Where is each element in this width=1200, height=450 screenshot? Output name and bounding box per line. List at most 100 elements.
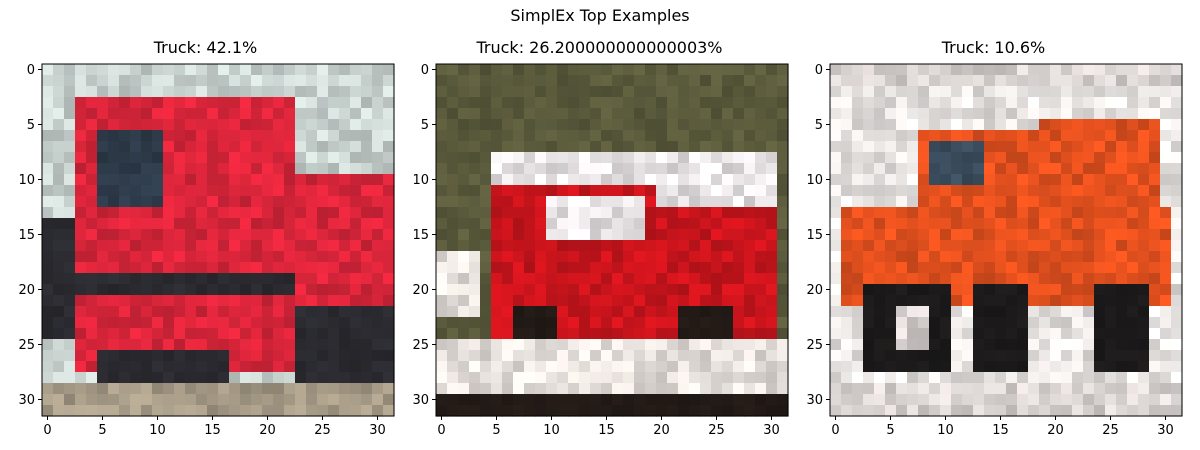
image-pixel (251, 383, 263, 395)
image-pixel (755, 284, 767, 296)
image-pixel (513, 229, 525, 241)
image-pixel (645, 284, 657, 296)
image-pixel (1171, 229, 1183, 241)
image-pixel (744, 130, 756, 142)
image-pixel (152, 251, 164, 263)
image-pixel (86, 218, 98, 230)
image-pixel (667, 350, 679, 362)
image-pixel (667, 218, 679, 230)
image-pixel (108, 86, 120, 98)
image-pixel (306, 284, 318, 296)
image-pixel (491, 196, 503, 208)
image-pixel (744, 185, 756, 197)
image-pixel (733, 174, 745, 186)
image-pixel (863, 339, 875, 351)
image-pixel (1050, 141, 1062, 153)
x-tick-label: 30 (763, 423, 780, 438)
image-pixel (262, 306, 274, 318)
image-pixel (667, 163, 679, 175)
image-pixel (339, 174, 351, 186)
image-pixel (995, 383, 1007, 395)
image-pixel (1061, 306, 1073, 318)
image-pixel (53, 383, 65, 395)
image-pixel (141, 394, 153, 406)
image-pixel (328, 218, 340, 230)
image-pixel (350, 317, 362, 329)
image-pixel (896, 306, 908, 318)
image-pixel (535, 339, 547, 351)
image-pixel (700, 251, 712, 263)
image-pixel (722, 251, 734, 263)
image-pixel (711, 328, 723, 340)
image-pixel (284, 240, 296, 252)
image-pixel (436, 328, 448, 340)
image-pixel (141, 163, 153, 175)
image-pixel (722, 339, 734, 351)
image-pixel (502, 372, 514, 384)
image-pixel (350, 119, 362, 131)
image-pixel (612, 240, 624, 252)
image-pixel (273, 306, 285, 318)
image-pixel (152, 372, 164, 384)
image-pixel (744, 229, 756, 241)
image-pixel (601, 405, 613, 417)
image-pixel (383, 86, 395, 98)
image-pixel (557, 163, 569, 175)
image-pixel (929, 350, 941, 362)
image-pixel (469, 86, 481, 98)
image-pixel (196, 152, 208, 164)
image-pixel (546, 141, 558, 153)
image-pixel (830, 75, 842, 87)
image-pixel (119, 97, 131, 109)
image-pixel (513, 295, 525, 307)
image-pixel (75, 130, 87, 142)
image-pixel (174, 372, 186, 384)
image-pixel (350, 273, 362, 285)
image-pixel (929, 185, 941, 197)
image-pixel (1028, 383, 1040, 395)
image-pixel (53, 163, 65, 175)
image-pixel (601, 361, 613, 373)
image-pixel (1083, 229, 1095, 241)
image-pixel (1017, 207, 1029, 219)
image-pixel (744, 339, 756, 351)
image-pixel (317, 284, 329, 296)
image-pixel (1094, 218, 1106, 230)
image-pixel (973, 317, 985, 329)
image-pixel (601, 196, 613, 208)
image-pixel (284, 163, 296, 175)
image-pixel (863, 108, 875, 120)
image-pixel (284, 383, 296, 395)
image-pixel (722, 361, 734, 373)
image-pixel (623, 108, 635, 120)
image-pixel (502, 284, 514, 296)
image-pixel (874, 350, 886, 362)
image-pixel (557, 185, 569, 197)
image-pixel (284, 229, 296, 241)
image-pixel (874, 185, 886, 197)
image-pixel (119, 119, 131, 131)
image-pixel (1138, 119, 1150, 131)
image-pixel (841, 130, 853, 142)
image-pixel (1039, 295, 1051, 307)
image-pixel (1006, 383, 1018, 395)
image-pixel (152, 75, 164, 87)
image-pixel (1072, 207, 1084, 219)
image-pixel (601, 262, 613, 274)
image-pixel (284, 306, 296, 318)
image-pixel (962, 130, 974, 142)
image-pixel (458, 119, 470, 131)
image-pixel (678, 185, 690, 197)
image-pixel (383, 152, 395, 164)
image-pixel (984, 328, 996, 340)
image-pixel (995, 141, 1007, 153)
image-pixel (262, 163, 274, 175)
image-pixel (645, 295, 657, 307)
image-pixel (874, 240, 886, 252)
image-pixel (240, 284, 252, 296)
image-pixel (940, 218, 952, 230)
image-pixel (1083, 284, 1095, 296)
image-pixel (755, 372, 767, 384)
image-pixel (689, 229, 701, 241)
image-pixel (896, 64, 908, 76)
